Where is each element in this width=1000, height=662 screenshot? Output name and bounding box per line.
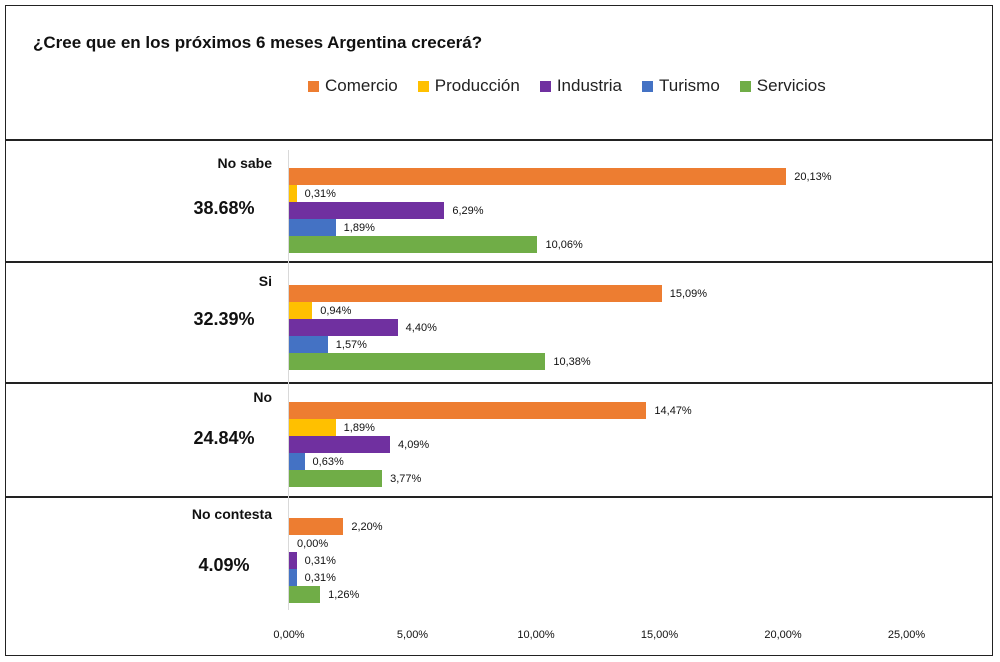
data-label: 20,13% (794, 171, 832, 183)
legend-swatch (539, 80, 551, 92)
data-label: 1,57% (335, 339, 367, 351)
bar-turismo (289, 453, 305, 470)
data-label: 0,94% (320, 305, 352, 317)
divider (5, 496, 993, 498)
data-label: 3,77% (390, 473, 422, 485)
data-label: 0,31% (304, 188, 336, 200)
legend-item-industria: Industria (539, 76, 623, 96)
bar-producción (289, 185, 297, 202)
legend-swatch (308, 80, 319, 92)
bar-servicios (289, 586, 321, 603)
data-label: 4,40% (405, 322, 437, 334)
bar-industria (289, 436, 391, 453)
bar-industria (289, 319, 398, 336)
legend-label: Turismo (659, 76, 720, 95)
data-label: 6,29% (452, 205, 484, 217)
category-label: No (253, 389, 272, 405)
x-tick-label: 10,00% (517, 629, 555, 641)
bar-turismo (289, 336, 328, 353)
data-label: 1,26% (328, 589, 360, 601)
legend: Comercio Producción Industria Turismo Servic… (308, 76, 826, 96)
data-label: 0,63% (312, 456, 344, 468)
data-label: 10,06% (545, 239, 583, 251)
divider (5, 139, 993, 141)
bar-industria (289, 202, 445, 219)
data-label: 0,31% (304, 555, 336, 567)
data-label: 1,89% (343, 422, 375, 434)
legend-swatch (417, 80, 429, 92)
category-total: 24.84% (193, 428, 255, 448)
bar-servicios (289, 353, 546, 370)
bar-servicios (289, 470, 383, 487)
x-tick-label: 5,00% (396, 629, 429, 641)
legend-label: Producción (434, 76, 520, 95)
x-tick-label: 25,00% (887, 629, 926, 641)
data-label: 15,09% (669, 288, 708, 300)
bar-comercio (289, 402, 647, 419)
legend-label: Servicios (756, 76, 826, 95)
data-label: 10,38% (553, 356, 591, 368)
bar-turismo (289, 219, 336, 236)
legend-swatch (642, 80, 654, 92)
category-label: Si (258, 273, 272, 289)
y-axis-line (288, 150, 289, 610)
chart-title: ¿Cree que en los próximos 6 meses Argent… (33, 33, 483, 52)
chart-border (5, 5, 993, 656)
legend-label: Comercio (325, 76, 398, 95)
bar-comercio (289, 518, 344, 535)
x-tick-label: 15,00% (640, 629, 679, 641)
data-label: 14,47% (654, 405, 692, 417)
data-label: 0,31% (304, 572, 336, 584)
bar-industria (289, 552, 297, 569)
x-tick-label: 20,00% (764, 629, 802, 641)
divider (5, 261, 993, 263)
data-label: 0,00% (297, 538, 329, 550)
bar-turismo (289, 569, 297, 586)
x-tick-label: 0,00% (273, 629, 305, 641)
bar-producción (289, 419, 336, 436)
category-total: 4.09% (198, 555, 250, 575)
divider (5, 382, 993, 384)
category-label: No sabe (217, 155, 272, 171)
category-total: 38.68% (193, 198, 255, 218)
bar-comercio (289, 168, 787, 185)
data-label: 2,20% (351, 521, 383, 533)
legend-swatch (739, 80, 751, 92)
legend-item-producción: Producción (417, 76, 520, 96)
legend-label: Industria (556, 76, 623, 95)
bar-servicios (289, 236, 538, 253)
data-label: 1,89% (343, 222, 375, 234)
bar-comercio (289, 285, 662, 302)
category-label: No contesta (191, 506, 272, 522)
legend-item-turismo: Turismo (642, 76, 720, 96)
legend-item-servicios: Servicios (739, 76, 826, 96)
legend-item-comercio: Comercio (308, 76, 398, 96)
category-total: 32.39% (193, 309, 255, 329)
data-label: 4,09% (398, 439, 430, 451)
bar-producción (289, 302, 313, 319)
